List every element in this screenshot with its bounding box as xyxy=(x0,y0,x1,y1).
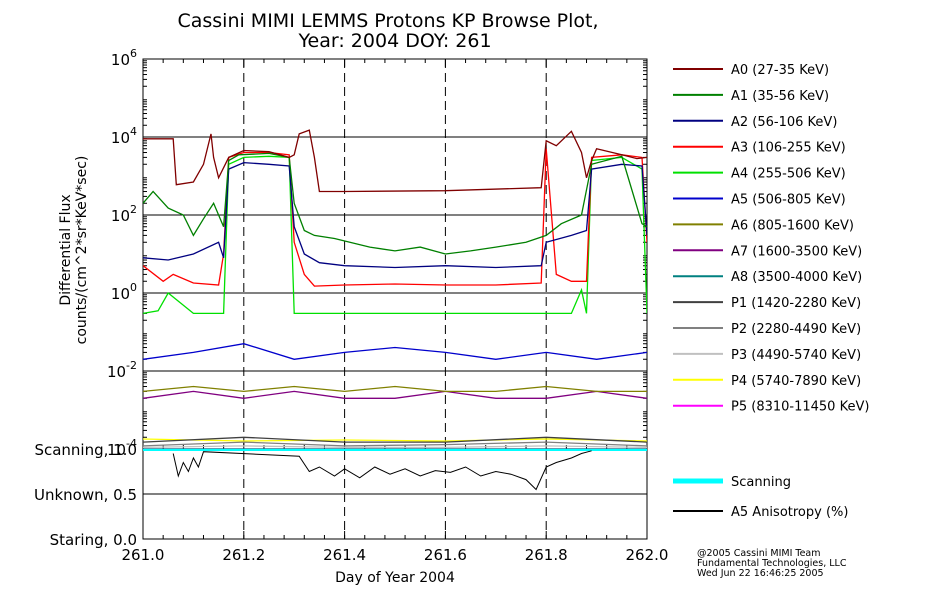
y-axis-label-line1: Differential Flux xyxy=(58,194,74,305)
y-tick-label: 104 xyxy=(111,125,137,147)
x-tick-label: 261.6 xyxy=(424,546,467,564)
series-line-a0 xyxy=(143,129,647,193)
legend-label: A0 (27-35 KeV) xyxy=(731,63,829,78)
legend-label: P4 (5740-7890 KeV) xyxy=(731,374,861,389)
x-axis-label: Day of Year 2004 xyxy=(335,570,455,586)
y-tick-label: 100 xyxy=(111,281,137,303)
credit-line2: Fundamental Technologies, LLC xyxy=(697,558,847,569)
credit-line1: @2005 Cassini MIMI Team xyxy=(697,548,821,559)
legend-label: A1 (35-56 KeV) xyxy=(731,89,829,104)
series-line-a7 xyxy=(143,390,647,399)
legend-label: P1 (1420-2280 KeV) xyxy=(731,296,861,311)
legend-label: A7 (1600-3500 KeV) xyxy=(731,244,862,259)
legend-label: A3 (106-255 KeV) xyxy=(731,141,846,156)
legend-label: A6 (805-1600 KeV) xyxy=(731,218,854,233)
chart-subtitle: Year: 2004 DOY: 261 xyxy=(297,30,491,52)
x-tick-label: 261.8 xyxy=(525,546,568,564)
y-tick-label: 106 xyxy=(111,47,137,69)
series-line-a1 xyxy=(143,152,647,255)
y-tick-label: 10-2 xyxy=(107,359,137,381)
legend-label: P3 (4490-5740 KeV) xyxy=(731,348,861,363)
y-tick-label: 102 xyxy=(111,203,137,225)
legend-label: P5 (8310-11450 KeV) xyxy=(731,400,869,415)
upper-panel-frame xyxy=(142,58,648,450)
axis-labels: Differential Flux counts/(cm^2*sr*KeV*se… xyxy=(58,156,455,586)
series-line-p2 xyxy=(143,441,647,447)
x-tick-label: 261.0 xyxy=(122,546,165,564)
anisotropy-line xyxy=(172,450,592,491)
series-line-p3 xyxy=(143,445,647,449)
x-tick-label: 261.2 xyxy=(222,546,265,564)
series-line-a2 xyxy=(143,161,647,269)
credit-line3: Wed Jun 22 16:46:25 2005 xyxy=(697,568,824,579)
x-tick-label: 261.4 xyxy=(323,546,366,564)
legend-label: A5 (506-805 KeV) xyxy=(731,193,846,208)
legend-label: A2 (56-106 KeV) xyxy=(731,115,837,130)
legend-label: A5 Anisotropy (%) xyxy=(731,505,848,520)
lower-series-group xyxy=(143,449,647,491)
y-axis-label-line2: counts/(cm^2*sr*KeV*sec) xyxy=(74,156,90,345)
series-line-p1 xyxy=(143,436,647,443)
series-line-a5 xyxy=(143,343,647,360)
series-line-a4 xyxy=(143,155,647,315)
legend-label: A8 (3500-4000 KeV) xyxy=(731,270,862,285)
lower-y-tick-label: Scanning, 1.0 xyxy=(34,441,137,459)
chart-title: Cassini MIMI LEMMS Protons KP Browse Plo… xyxy=(177,10,598,32)
legend-label: Scanning xyxy=(731,475,791,490)
series-line-a3 xyxy=(143,148,647,287)
series-line-p4 xyxy=(143,438,647,442)
legend-label: A4 (255-506 KeV) xyxy=(731,167,846,182)
y-tick-label: 10-4 xyxy=(107,437,137,459)
lower-y-tick-label: Unknown, 0.5 xyxy=(34,486,137,504)
upper-series-group xyxy=(143,129,647,449)
credit-block: @2005 Cassini MIMI Team Fundamental Tech… xyxy=(697,548,847,579)
legend-label: P2 (2280-4490 KeV) xyxy=(731,322,861,337)
x-tick-label: 262.0 xyxy=(626,546,669,564)
series-line-a6 xyxy=(143,385,647,393)
lower-y-tick-label: Staring, 0.0 xyxy=(50,531,137,549)
